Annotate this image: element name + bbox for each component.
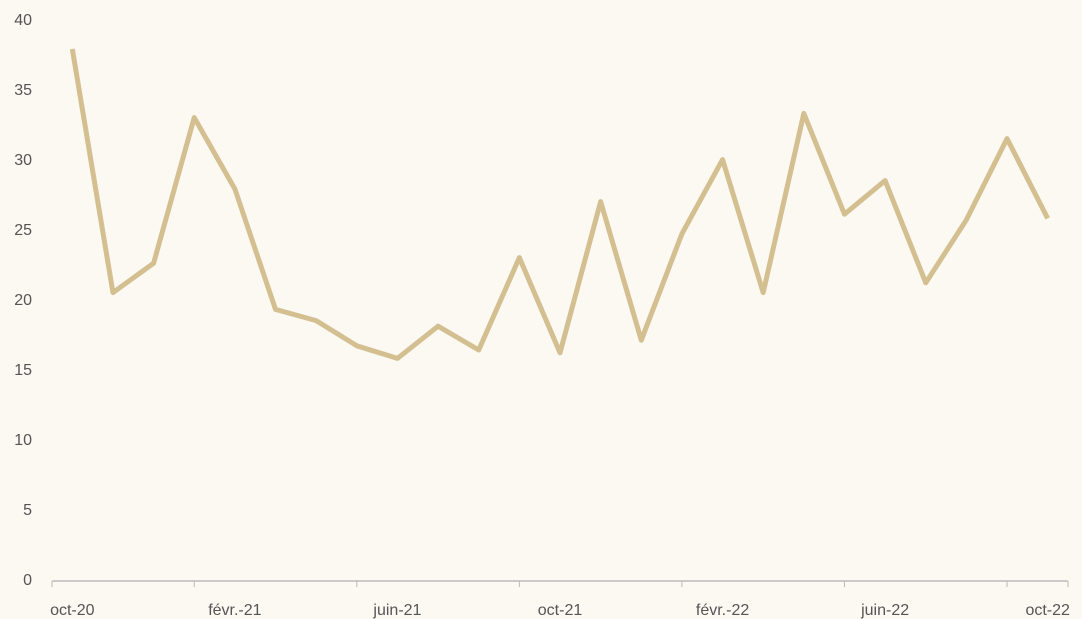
x-tick-label: févr.-22 <box>696 602 749 619</box>
y-tick-label: 10 <box>14 432 32 449</box>
x-tick-label: oct-21 <box>538 602 583 619</box>
x-tick-label: juin-22 <box>860 602 909 619</box>
y-tick-label: 0 <box>23 572 32 589</box>
x-tick-label: juin-21 <box>372 602 421 619</box>
y-tick-label: 15 <box>14 362 32 379</box>
line <box>69 48 1050 361</box>
y-tick-label: 35 <box>14 82 32 99</box>
y-tick-label: 20 <box>14 292 32 309</box>
y-tick-label: 5 <box>23 502 32 519</box>
y-tick-label: 40 <box>14 12 32 29</box>
x-tick-label: oct-20 <box>50 602 95 619</box>
y-tick-label: 25 <box>14 222 32 239</box>
x-tick-label: févr.-21 <box>208 602 261 619</box>
y-tick-label: 30 <box>14 152 32 169</box>
x-tick-label: oct-22 <box>1025 602 1070 619</box>
